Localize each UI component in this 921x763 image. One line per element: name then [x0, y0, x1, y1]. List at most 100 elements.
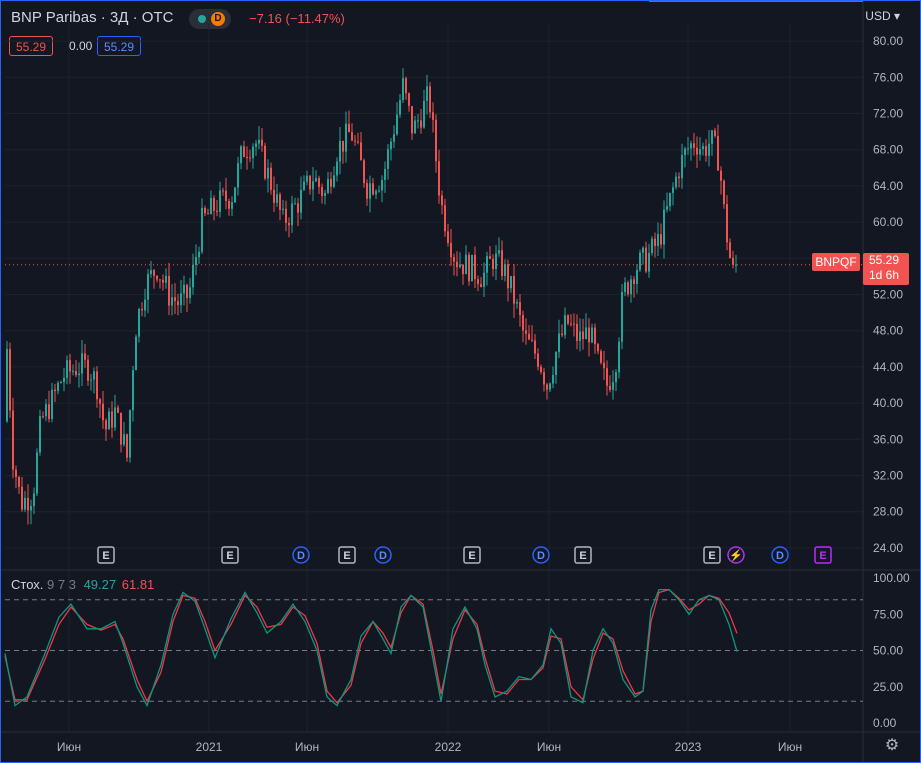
candle-body — [282, 208, 284, 210]
bid-price[interactable]: 55.29 — [9, 36, 54, 56]
stochastic-d-value: 61.81 — [121, 577, 155, 592]
stochastic-k-line — [4, 588, 738, 708]
candle-body — [387, 149, 389, 169]
candle-body — [690, 143, 692, 149]
stochastic-tick-label: 0.00 — [873, 716, 897, 730]
candle-body — [252, 146, 254, 159]
candle-body — [147, 274, 149, 300]
candle-body — [288, 222, 290, 226]
candle-body — [657, 234, 659, 246]
candle-body — [297, 203, 299, 213]
candle-body — [270, 167, 272, 190]
market-open-dot-icon — [198, 15, 206, 23]
candle-body — [390, 141, 392, 150]
candle-body — [696, 147, 698, 155]
candle-body — [375, 191, 377, 195]
candle-body — [678, 176, 680, 179]
candle-body — [348, 123, 350, 133]
candle-body — [708, 143, 710, 156]
candle-body — [564, 315, 566, 336]
candle-body — [609, 385, 611, 390]
candle-body — [438, 161, 440, 196]
candle-body — [216, 210, 218, 212]
candle-body — [177, 301, 179, 306]
candle-body — [111, 411, 113, 428]
time-tick-label: 2021 — [196, 740, 223, 754]
candle-body — [84, 353, 86, 360]
candle-body — [462, 264, 464, 275]
candle-body — [495, 253, 497, 270]
candle-body — [714, 130, 716, 136]
candle-body — [345, 123, 347, 152]
candle-body — [444, 205, 446, 232]
event-label: E — [343, 550, 350, 562]
candle-body — [645, 247, 647, 272]
ask-price[interactable]: 55.29 — [97, 36, 142, 56]
candle-body — [624, 282, 626, 292]
candle-body — [489, 256, 491, 259]
candle-body — [627, 282, 629, 295]
stochastic-name: Стох. — [11, 577, 44, 592]
events-row: E E D E D E D E E ⚡ D E — [97, 546, 832, 564]
delayed-data-icon: D — [211, 12, 225, 26]
candle-body — [675, 176, 677, 188]
stochastic-params: 9 7 3 — [47, 577, 76, 592]
candle-body — [531, 339, 533, 341]
event-label: E — [226, 550, 233, 562]
settings-gear-icon[interactable]: ⚙ — [884, 737, 900, 754]
candle-body — [99, 399, 101, 404]
stochastic-legend[interactable]: Стох. 9 7 3 49.27 61.81 — [11, 577, 154, 592]
candle-body — [651, 238, 653, 253]
candle-body — [285, 208, 287, 223]
candle-body — [267, 167, 269, 179]
candle-body — [96, 371, 98, 400]
candle-body — [396, 114, 398, 135]
stochastic-k-value: 49.27 — [83, 577, 117, 592]
candle-body — [27, 497, 29, 511]
event-label: E — [468, 550, 475, 562]
event-label: E — [579, 550, 586, 562]
candle-body — [576, 323, 578, 341]
candle-body — [201, 207, 203, 252]
price-tick-label: 68.00 — [873, 143, 903, 157]
candle-body — [399, 100, 401, 115]
candle-body — [120, 412, 122, 445]
candle-body — [6, 349, 8, 422]
candle-body — [174, 297, 176, 302]
candle-body — [681, 154, 683, 179]
candle-body — [552, 375, 554, 384]
time-tick-label: Июн — [295, 740, 319, 754]
candle-body — [255, 143, 257, 147]
candle-body — [372, 183, 374, 195]
market-status[interactable]: D — [189, 9, 231, 29]
stochastic-tick-label: 100.00 — [873, 571, 910, 585]
candle-body — [315, 178, 317, 182]
candle-body — [471, 254, 473, 282]
candle-body — [459, 264, 461, 268]
price-tick-label: 24.00 — [873, 541, 903, 555]
candle-body — [360, 142, 362, 161]
candle-body — [384, 168, 386, 180]
candle-body — [126, 434, 128, 458]
candle-body — [582, 331, 584, 340]
candle-body — [309, 175, 311, 190]
candle-body — [498, 250, 500, 254]
candle-body — [129, 410, 131, 458]
candle-body — [477, 279, 479, 285]
candle-body — [159, 279, 161, 281]
candle-body — [93, 371, 95, 380]
candle-body — [60, 381, 62, 383]
bar-countdown: 1d 6h — [869, 268, 900, 282]
event-label: ⚡ — [729, 549, 743, 562]
candle-body — [12, 410, 14, 470]
candle-body — [432, 112, 434, 120]
candle-body — [558, 333, 560, 353]
candle-body — [369, 183, 371, 199]
currency-selector[interactable]: USD ▾ — [865, 9, 900, 23]
symbol-title[interactable]: BNP Paribas · 3Д · OTC — [11, 9, 173, 26]
candle-body — [9, 349, 11, 411]
stochastic-axis: 100.00 75.00 50.00 25.00 0.00 — [873, 571, 910, 730]
candle-body — [312, 181, 314, 190]
